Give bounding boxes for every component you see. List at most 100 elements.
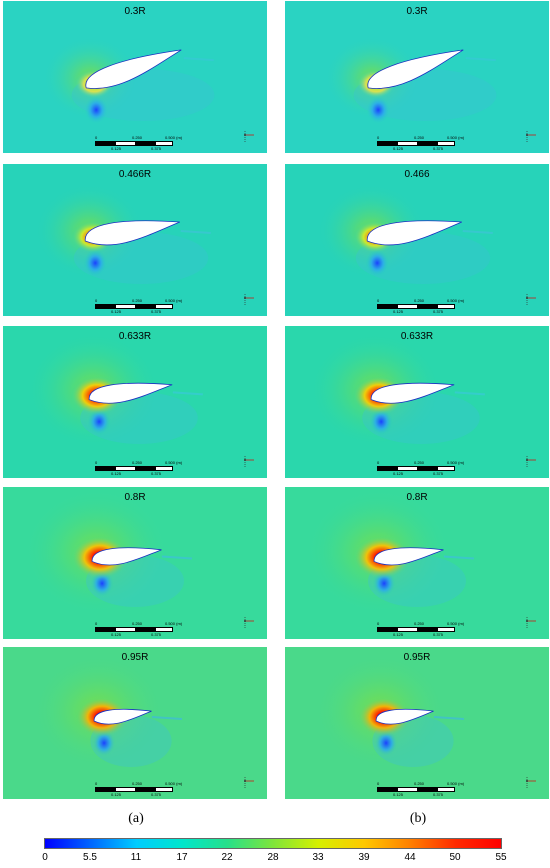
colorbar-tick: 28 [267, 852, 279, 863]
scale-bar-label: 0.500 (m) [447, 135, 465, 140]
airfoil-section [370, 382, 455, 404]
wake-streak [462, 229, 493, 234]
scale-bar-label: 0.500 (m) [447, 298, 465, 303]
scale-bar-segment [437, 787, 455, 792]
airfoil-section [91, 547, 162, 566]
scale-bar-label: 0.500 (m) [165, 135, 183, 140]
colorbar-tick: 11 [130, 852, 142, 863]
scale-bar-label: 0.375 [433, 146, 444, 151]
axis-triad-icon [525, 292, 539, 308]
contour-plot [285, 647, 549, 799]
wake-streak [172, 391, 203, 396]
scale-bar-label: 0.125 [111, 146, 122, 151]
scale-bar-label: 0.250 [132, 621, 143, 626]
panel-title: 0.633R [400, 331, 434, 342]
airfoil-section [85, 49, 182, 89]
panel-title: 0.466 [404, 169, 430, 180]
panel-title: 0.466R [118, 169, 152, 180]
scale-bar-label: 0 [95, 781, 98, 786]
scale-bar-label: 0.375 [433, 471, 444, 476]
axis-triad-icon [243, 615, 257, 631]
contour-plot [285, 164, 549, 316]
airfoil-section [367, 49, 464, 89]
scale-bar-label: 0.125 [393, 792, 404, 797]
contour-plot [3, 326, 267, 478]
scale-bar: 0 0.250 0.500 (m) 0.125 0.375 [95, 620, 182, 638]
axis-triad-icon [525, 775, 539, 791]
scale-bar-label: 0 [95, 621, 98, 626]
panel-title: 0.3R [406, 6, 428, 17]
stagnation-low-speed-region [84, 95, 109, 124]
scale-bar-label: 0 [377, 298, 380, 303]
contour-panel-b4: 0.8R 0 0.250 0.500 (m) 0.125 0.375 [285, 487, 549, 639]
axis-triad-icon [525, 129, 539, 145]
airfoil-section [375, 708, 434, 725]
contour-plot [3, 164, 267, 316]
scale-bar-label: 0.375 [433, 309, 444, 314]
scale-bar-label: 0.375 [433, 632, 444, 637]
scale-bar-label: 0 [377, 460, 380, 465]
column-label-a: (a) [128, 811, 144, 826]
wake-streak [433, 715, 464, 720]
panel-title: 0.8R [124, 492, 146, 503]
scale-bar: 0 0.250 0.500 (m) 0.125 0.375 [95, 459, 182, 477]
scale-bar-segment [155, 304, 173, 309]
panel-title: 0.8R [406, 492, 428, 503]
scale-bar-segment [437, 141, 455, 146]
scale-bar: 0 0.250 0.500 (m) 0.125 0.375 [377, 134, 464, 152]
scale-bar-segment [155, 787, 173, 792]
scale-bar-label: 0.375 [151, 146, 162, 151]
scale-bar-label: 0.250 [132, 460, 143, 465]
scale-bar-label: 0 [377, 781, 380, 786]
wake-streak [183, 57, 214, 62]
colorbar-tick: 5.5 [83, 852, 97, 863]
scale-bar-label: 0.375 [151, 632, 162, 637]
wake-streak [161, 555, 192, 560]
colorbar [44, 838, 502, 849]
scale-bar-label: 0.500 (m) [165, 298, 183, 303]
stagnation-low-speed-region [366, 95, 391, 124]
contour-panel-a2: 0.466R 0 0.250 0.500 (m) 0.125 0.375 [3, 164, 267, 316]
scale-bar-label: 0.125 [111, 309, 122, 314]
scale-bar-label: 0.500 (m) [447, 460, 465, 465]
contour-panel-b5: 0.95R 0 0.250 0.500 (m) 0.125 0.375 [285, 647, 549, 799]
airfoil-section [84, 220, 180, 246]
scale-bar-label: 0.125 [111, 632, 122, 637]
scale-bar-label: 0.250 [414, 135, 425, 140]
contour-plot [285, 487, 549, 639]
panel-title: 0.95R [121, 652, 149, 663]
stagnation-low-speed-region [83, 249, 108, 278]
scale-bar-label: 0.125 [111, 792, 122, 797]
scale-bar-segment [437, 304, 455, 309]
column-label-b: (b) [409, 811, 427, 826]
scale-bar-label: 0.375 [433, 792, 444, 797]
scale-bar-segment [155, 141, 173, 146]
scale-bar-label: 0.250 [414, 781, 425, 786]
wake-streak [151, 715, 182, 720]
wake-streak [180, 229, 211, 234]
axis-triad-icon [525, 454, 539, 470]
wake-streak [454, 391, 485, 396]
panel-title: 0.3R [124, 6, 146, 17]
contour-panel-a1: 0.3R 0 0.250 0.500 (m) 0.125 0.375 [3, 1, 267, 153]
scale-bar-label: 0.125 [111, 471, 122, 476]
panel-title: 0.95R [403, 652, 431, 663]
scale-bar: 0 0.250 0.500 (m) 0.125 0.375 [377, 780, 464, 798]
axis-triad-icon [243, 129, 257, 145]
scale-bar-label: 0 [95, 460, 98, 465]
scale-bar: 0 0.250 0.500 (m) 0.125 0.375 [95, 780, 182, 798]
contour-plot [3, 487, 267, 639]
scale-bar-label: 0.250 [414, 621, 425, 626]
colorbar-tick: 44 [404, 852, 416, 863]
contour-panel-b3: 0.633R 0 0.250 0.500 (m) 0.125 0.375 [285, 326, 549, 478]
colorbar-tick: 55 [495, 852, 507, 863]
contour-plot [3, 1, 267, 153]
scale-bar-segment [437, 627, 455, 632]
scale-bar-label: 0.500 (m) [165, 621, 183, 626]
scale-bar-label: 0.375 [151, 471, 162, 476]
scale-bar-label: 0.500 (m) [447, 781, 465, 786]
scale-bar-label: 0.375 [151, 309, 162, 314]
colorbar-tick: 22 [221, 852, 233, 863]
axis-triad-icon [243, 292, 257, 308]
colorbar-tick: 33 [312, 852, 324, 863]
